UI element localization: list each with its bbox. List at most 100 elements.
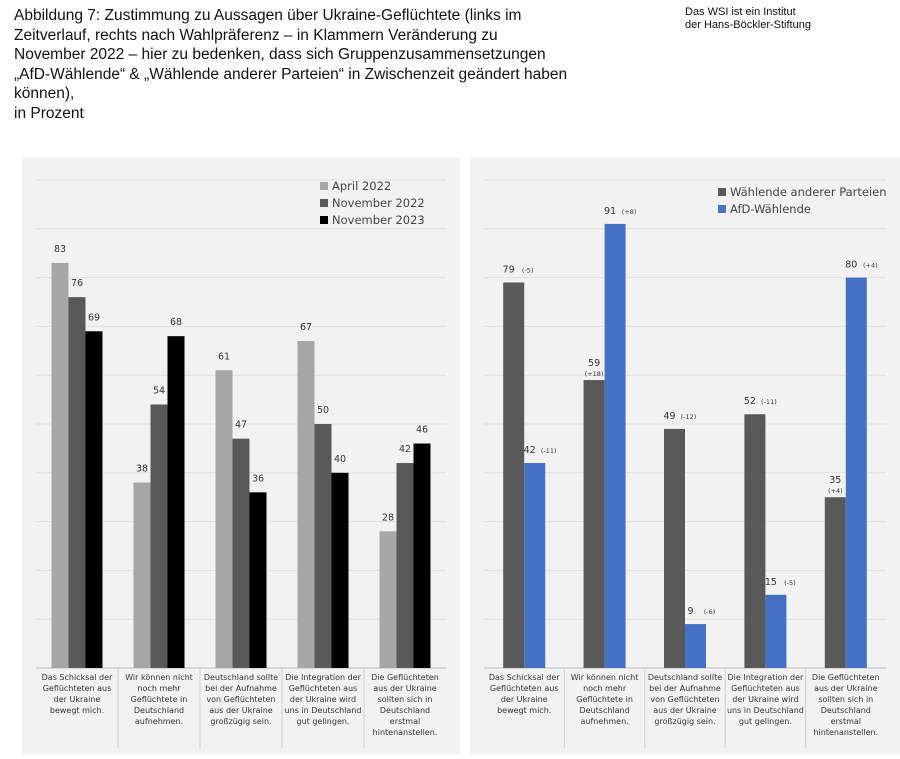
legend-label: November 2022 [332,196,425,210]
category-label: Deutschland [380,706,430,715]
category-label: aufnehmen. [581,717,629,726]
category-label: aus der Ukraine [209,706,272,715]
bar [413,443,431,668]
category-label: der Ukraine [501,695,548,704]
bar [68,297,86,668]
category-label: gut gelingen. [739,717,792,726]
category-label: von Geflüchteten [206,695,275,704]
category-label: Die Geflüchteten [371,673,439,682]
data-label: 91 [604,206,616,217]
category-label: Wir können nicht [125,673,193,682]
category-label: Wir können nicht [571,673,639,682]
figure-title: Abbildung 7: Zustimmung zu Aussagen über… [14,6,654,123]
category-label: hintenanstellen. [373,728,438,737]
legend-label: November 2023 [332,213,425,227]
chart-timeline: 83 38 61 67 28 76 54 47 50 42 69 68 36 40 46 Das Schick… [22,158,460,754]
bar [744,414,766,668]
category-label: aufnehmen. [135,717,183,726]
category-label: von Geflüchteten [650,695,719,704]
category-label: großzügig sein. [210,717,271,726]
category-label: Geflüchtete in [131,695,188,704]
bar [765,594,787,668]
category-label: gut gelingen. [297,717,350,726]
category-label: der Ukraine wird [290,695,356,704]
data-label: 83 [54,244,66,255]
bar [524,463,546,668]
legend-swatch [718,188,726,196]
bar [604,223,626,669]
category-label: aus der Ukraine [373,684,436,693]
data-label: 28 [382,512,394,523]
data-label: 15 [765,577,777,588]
bar [664,428,685,668]
data-label: 76 [71,278,83,289]
category-label: aus der Ukraine [653,706,716,715]
change-label: (+4) [863,262,878,270]
data-label: 47 [235,420,247,431]
category-label: uns in Deutschland [285,706,362,715]
category-label: Das Schicksal der [42,673,113,682]
category-label: Das Schicksal der [489,673,560,682]
data-label: 42 [524,445,536,456]
legend-swatch [718,205,726,213]
bar [396,463,414,668]
data-label: 9 [687,606,693,617]
category-label: bei der Aufnahme [205,684,277,693]
data-label: 49 [663,411,675,422]
legend-label: April 2022 [332,179,391,193]
legend-swatch [320,216,328,224]
category-label: hintenanstellen. [813,728,878,737]
bar [583,380,605,668]
bar [167,336,185,668]
category-label: aus der Ukraine [814,684,877,693]
data-label: 69 [88,312,100,323]
category-label: der Ukraine [54,695,101,704]
title-line: in Prozent [14,104,84,122]
data-label: 68 [170,317,182,328]
source-line: der Hans-Böckler-Stiftung [685,19,811,31]
data-label: 38 [136,464,148,475]
chart-timeline-svg: 83 38 61 67 28 76 54 47 50 42 69 68 36 40 46 Das Schick… [36,179,446,748]
category-label: Deutschland [579,706,629,715]
chart-party: 79 (-5) 59 (+18) 49 (-12) 52 (-11) 35 (+4) 42 (-11)… [470,158,900,754]
title-line: Abbildung 7: Zustimmung zu Aussagen über… [14,7,522,24]
category-label: großzügig sein. [654,717,715,726]
category-label: Geflüchteten aus [43,684,112,693]
data-label: 42 [399,444,411,455]
bar [331,472,349,668]
category-label: sollten sich in [818,695,873,704]
category-label: noch mehr [583,684,627,693]
category-label: erstmal [390,717,420,726]
legend-label: AfD-Wählende [730,202,811,216]
bar [232,438,250,668]
change-label: (+8) [622,208,637,216]
category-label: sollten sich in [378,695,433,704]
change-label: (-5) [522,266,534,274]
category-label: Geflüchteten aus [731,684,800,693]
data-label: 46 [416,425,428,436]
legend-swatch [320,199,328,207]
category-label: Die Integration der [285,673,361,682]
source-line: Das WSI ist ein Institut [685,6,796,18]
category-label: Deutschland sollte [204,673,278,682]
category-label: Deutschland [821,706,871,715]
data-label: 36 [252,473,264,484]
bar [150,404,168,668]
category-label: Die Geflüchteten [812,673,880,682]
legend-label: Wählende anderer Parteien [730,185,887,199]
category-label: der Ukraine wird [732,695,798,704]
category-label: bewegt mich. [497,706,551,715]
data-label: 54 [153,385,165,396]
data-label: 67 [300,322,312,333]
change-label: (+18) [585,370,604,378]
bar [51,262,69,668]
category-label: Geflüchtete in [576,695,633,704]
category-label: bei der Aufnahme [649,684,721,693]
bar [503,282,525,668]
data-label: 61 [218,351,230,362]
bar [297,341,315,668]
bar [133,482,151,668]
bar [379,531,397,668]
category-label: bewegt mich. [50,706,104,715]
title-line: können), [14,85,75,102]
